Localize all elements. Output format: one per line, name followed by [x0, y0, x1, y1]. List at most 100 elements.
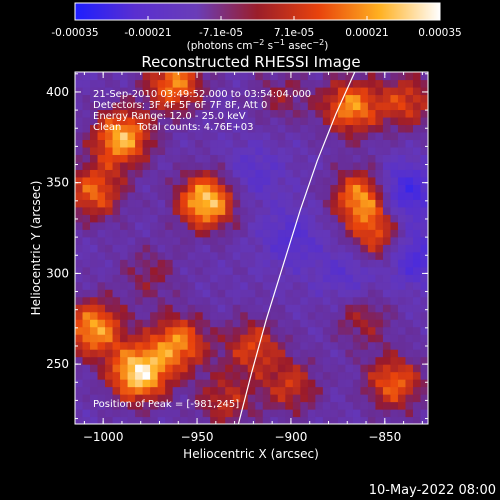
heatmap-cell [165, 109, 174, 118]
heatmap-cell [142, 229, 151, 238]
heatmap-cell [330, 72, 339, 81]
heatmap-cell [375, 349, 384, 358]
heatmap-cell [82, 214, 91, 223]
heatmap-cell [330, 379, 339, 388]
heatmap-cell [330, 236, 339, 245]
heatmap-cell [292, 169, 301, 178]
heatmap-cell [397, 109, 407, 118]
heatmap-cell [247, 296, 256, 305]
heatmap-cell [120, 86, 129, 96]
heatmap-cell [112, 199, 121, 208]
heatmap-cell [292, 131, 301, 141]
heatmap-cell [420, 364, 428, 373]
heatmap-cell [330, 154, 339, 163]
heatmap-cell [412, 364, 422, 373]
heatmap-cell [277, 274, 286, 283]
heatmap-cell [420, 116, 428, 126]
heatmap-cell [75, 326, 84, 335]
heatmap-cell [120, 139, 129, 148]
heatmap-cell [90, 101, 99, 111]
heatmap-cell [180, 304, 189, 313]
heatmap-cell [105, 199, 114, 208]
heatmap-cell [97, 356, 106, 365]
heatmap-cell [232, 184, 241, 193]
heatmap-cell [420, 72, 428, 81]
heatmap-cell [405, 199, 414, 208]
heatmap-cell [360, 386, 369, 395]
heatmap-cell [135, 139, 144, 148]
heatmap-cell [382, 266, 392, 275]
heatmap-cell [292, 139, 301, 148]
heatmap-cell [412, 386, 422, 395]
heatmap-cell [292, 229, 301, 238]
heatmap-cell [172, 236, 181, 245]
heatmap-cell [210, 191, 219, 200]
heatmap-cell [240, 289, 249, 298]
heatmap-cell [270, 409, 279, 418]
heatmap-cell [232, 296, 241, 305]
heatmap-cell [210, 146, 219, 155]
heatmap-cell [247, 72, 256, 81]
heatmap-cell [210, 154, 219, 163]
heatmap-cell [195, 199, 204, 208]
heatmap-cell [112, 161, 121, 170]
heatmap-cell [202, 409, 211, 418]
heatmap-cell [255, 86, 264, 96]
heatmap-cell [352, 221, 362, 230]
heatmap-cell [307, 116, 316, 126]
heatmap-cell [187, 184, 196, 193]
heatmap-cell [382, 296, 392, 305]
heatmap-cell [90, 416, 99, 424]
heatmap-cell [195, 266, 204, 275]
heatmap-cell [75, 191, 84, 200]
heatmap-cell [270, 109, 279, 118]
heatmap-cell [292, 146, 301, 155]
heatmap-cell [112, 394, 121, 403]
heatmap-cell [240, 72, 249, 81]
heatmap-cell [420, 401, 428, 410]
heatmap-cell [240, 109, 249, 118]
heatmap-cell [292, 274, 301, 283]
heatmap-cell [255, 386, 264, 395]
heatmap-cell [382, 394, 392, 403]
heatmap-cell [315, 251, 324, 260]
colorbar-tick-label: -7.1e-05 [199, 27, 243, 39]
heatmap-cell [330, 146, 339, 155]
heatmap-cell [97, 101, 106, 111]
heatmap-cell [135, 229, 144, 238]
heatmap-cell [165, 86, 174, 96]
heatmap-cell [240, 86, 249, 96]
heatmap-cell [285, 146, 294, 155]
heatmap-cell [225, 154, 234, 163]
heatmap-cell [172, 146, 181, 155]
heatmap-cell [232, 394, 241, 403]
heatmap-cell [412, 199, 422, 208]
heatmap-cell [420, 289, 428, 298]
heatmap-cell [322, 244, 331, 253]
heatmap-cell [82, 139, 91, 148]
heatmap-cell [367, 154, 377, 163]
heatmap-cell [157, 244, 166, 253]
heatmap-cell [135, 341, 144, 350]
heatmap-cell [127, 169, 136, 178]
heatmap-cell [285, 319, 294, 328]
heatmap-cell [75, 416, 84, 424]
heatmap-cell [127, 251, 136, 260]
heatmap-cell [202, 371, 211, 380]
heatmap-cell [75, 244, 84, 253]
heatmap-cell [285, 154, 294, 163]
heatmap-cell [195, 281, 204, 290]
heatmap-cell [135, 131, 144, 141]
heatmap-cell [210, 229, 219, 238]
heatmap-cell [157, 101, 166, 111]
heatmap-cell [247, 101, 256, 111]
heatmap-cell [97, 281, 106, 290]
heatmap-cell [127, 176, 136, 185]
heatmap-cell [382, 379, 392, 388]
heatmap-cell [75, 281, 84, 290]
heatmap-cell [232, 229, 241, 238]
heatmap-cell [240, 379, 249, 388]
heatmap-cell [120, 206, 129, 215]
heatmap-cell [90, 401, 99, 410]
heatmap-cell [240, 229, 249, 238]
